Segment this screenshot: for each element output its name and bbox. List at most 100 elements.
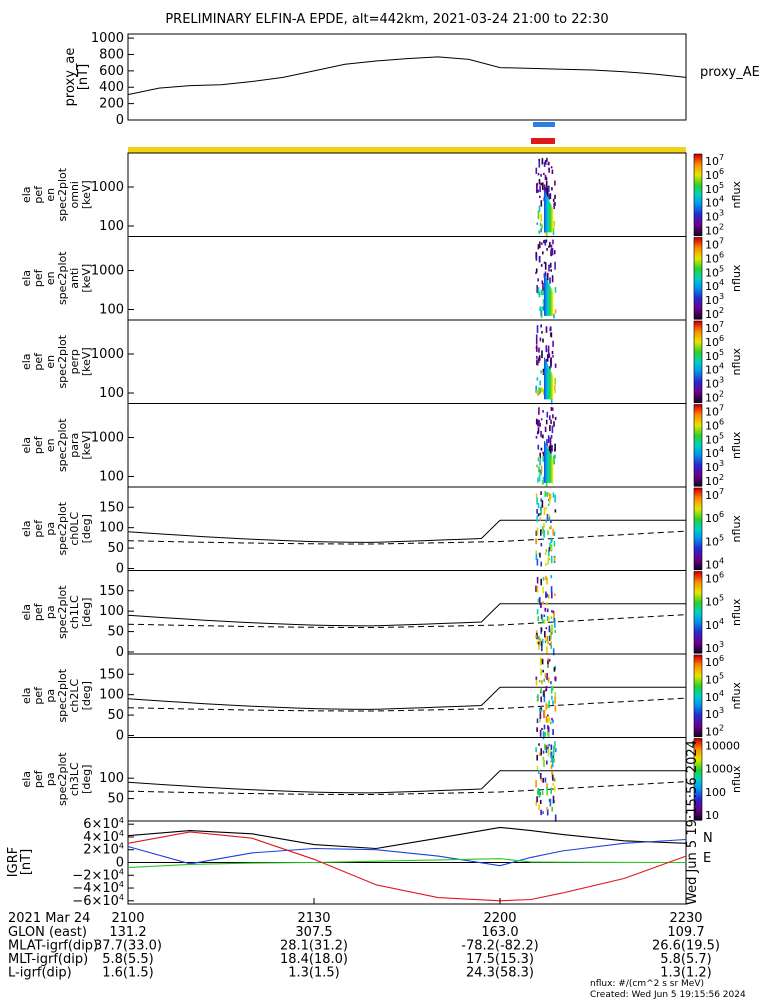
panel-frame — [127, 737, 687, 822]
colorbar-cell — [694, 799, 702, 803]
spectrogram-cell — [538, 474, 541, 482]
colorbar-cell — [694, 687, 702, 691]
colorbar-cell — [694, 204, 702, 208]
spectrogram-cell — [538, 387, 540, 391]
spectrogram-cell — [545, 506, 548, 510]
spectrogram-cell — [553, 421, 555, 427]
spectrogram-cell — [537, 477, 539, 483]
colorbar-cell — [694, 182, 702, 186]
spectrogram-cell — [551, 610, 553, 613]
colorbar-cell — [694, 514, 702, 518]
spectrogram-cell — [547, 677, 550, 683]
spectrogram-cell — [546, 673, 548, 681]
spectrogram-cell — [554, 696, 556, 704]
colorbar-cell — [694, 316, 702, 320]
spectrogram-cell — [537, 694, 539, 702]
spectrogram-cell — [542, 476, 545, 484]
spectrogram-cell — [540, 778, 542, 782]
colorbar-cell — [694, 335, 702, 338]
colorbar-tick-label: 102 — [705, 390, 724, 405]
colorbar-cell — [694, 490, 702, 493]
spectrogram-cell — [546, 280, 548, 316]
spectrogram-cell — [540, 263, 543, 267]
colorbar-cell — [694, 750, 702, 754]
colorbar-cell — [694, 803, 702, 807]
colorbar-cell — [694, 787, 702, 791]
spectrogram-cell — [546, 646, 548, 654]
spectrogram-cell — [554, 261, 556, 270]
panel-ytick-label: 50 — [107, 708, 124, 723]
colorbar-label: nflux — [730, 515, 743, 543]
spectrogram-cell — [540, 707, 542, 710]
colorbar-frame — [693, 487, 703, 570]
spectrogram-cell — [536, 464, 538, 468]
spectrogram-cell — [539, 773, 542, 779]
colorbar-label: nflux — [730, 264, 743, 292]
spectrogram-cell — [539, 517, 541, 521]
colorbar-cell — [694, 767, 702, 770]
colorbar-frame — [693, 320, 703, 403]
colorbar-tick-label: 107 — [705, 153, 724, 168]
spectrogram-cell — [544, 174, 547, 180]
colorbar-label: nflux — [730, 348, 743, 376]
spectrogram-cell — [535, 385, 537, 393]
colorbar-cell — [694, 172, 702, 175]
spectrogram-data — [535, 239, 557, 319]
spectrogram-cell — [552, 459, 554, 483]
colorbar-cell — [694, 251, 702, 255]
spectrogram-cell — [548, 547, 551, 552]
spectrogram-cell — [535, 167, 538, 174]
colorbar-tick-label: 105 — [705, 264, 724, 279]
spectrogram-cell — [548, 550, 550, 557]
spectrogram-cell — [552, 292, 554, 316]
colorbar-cell — [694, 510, 702, 514]
colorbar-cell — [694, 284, 702, 287]
colorbar-cell — [694, 632, 702, 636]
panel-ytick-label: 1000 — [91, 347, 124, 362]
spectrogram-cell — [551, 350, 554, 355]
colorbar-cell — [694, 612, 702, 615]
colorbar-cell — [694, 278, 702, 281]
colorbar-cell — [694, 718, 702, 721]
colorbar-cell — [694, 779, 702, 782]
colorbar-cell — [694, 367, 702, 371]
spectrogram-cell — [544, 743, 546, 750]
colorbar-cell — [694, 587, 702, 591]
spectrogram-cell — [540, 708, 543, 712]
colorbar-cell — [694, 616, 702, 619]
x-row-value: 307.5 — [295, 925, 332, 940]
spectrogram-cell — [553, 786, 556, 792]
colorbar-tick-label: 106 — [705, 654, 724, 669]
colorbar-cell — [694, 797, 702, 801]
colorbar-cell — [694, 502, 702, 505]
colorbar-cell — [694, 573, 702, 577]
spectrogram-cell — [542, 434, 544, 439]
spectrogram-cell — [545, 230, 548, 238]
spectrogram-cell — [536, 609, 539, 615]
x-tick-label: 2230 — [669, 911, 702, 926]
colorbar-cell — [694, 597, 702, 601]
panel-ylabel: elapefenspec2plotanti[keV] — [20, 251, 93, 305]
spectrogram-cell — [535, 676, 538, 680]
panel-solid-line — [127, 603, 686, 627]
spectrogram-cell — [543, 507, 546, 515]
spectrogram-cell — [554, 377, 556, 385]
spectrogram-cell — [535, 780, 537, 788]
colorbar-cell — [694, 473, 702, 477]
colorbar-cell — [694, 418, 702, 422]
spectrogram-cell — [543, 614, 546, 618]
spectrogram-cell — [535, 550, 538, 555]
spectrogram-cell — [548, 798, 551, 802]
colorbar-cell — [694, 732, 702, 736]
ae-ytick-label: 600 — [99, 64, 124, 79]
spectrogram-cell — [548, 625, 551, 633]
colorbar-cell — [694, 437, 702, 440]
colorbar-tick-label: 105 — [705, 348, 724, 363]
spectrogram-cell — [549, 202, 551, 233]
x-row-value: -78.2(-82.2) — [461, 939, 538, 954]
colorbar-cell — [694, 357, 702, 361]
spectrogram-cell — [536, 718, 539, 724]
spectrogram-cell — [554, 454, 556, 459]
colorbar-tick-label: 103 — [705, 376, 724, 391]
spectrogram-data — [535, 157, 556, 238]
